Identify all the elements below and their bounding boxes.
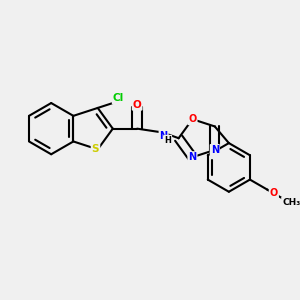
Text: O: O — [270, 188, 278, 198]
Text: CH₃: CH₃ — [282, 197, 300, 206]
Text: N: N — [188, 152, 196, 162]
Text: H: H — [164, 136, 171, 145]
Text: Cl: Cl — [113, 93, 124, 103]
Text: O: O — [133, 100, 142, 110]
Text: O: O — [188, 114, 196, 124]
Text: N: N — [211, 145, 219, 155]
Text: S: S — [92, 144, 99, 154]
Text: N: N — [160, 131, 168, 141]
